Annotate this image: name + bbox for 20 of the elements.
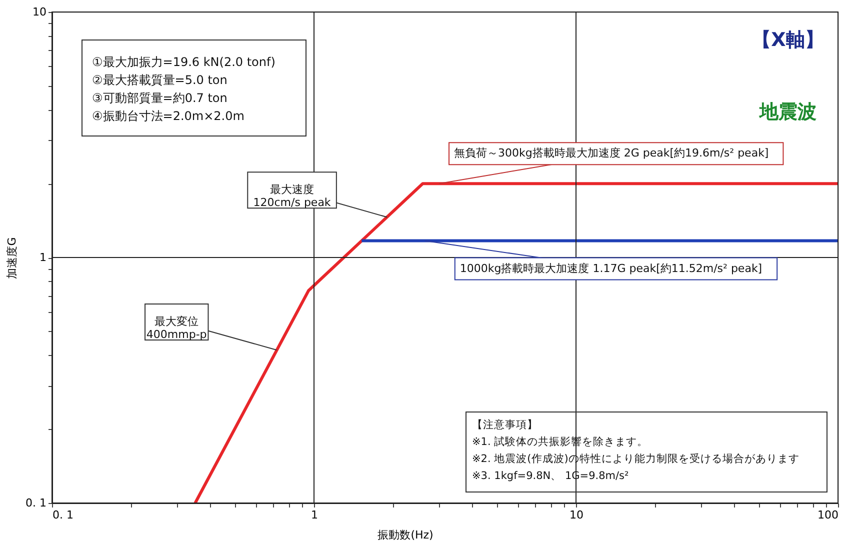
annotation: 最大変位 400mmp-p xyxy=(146,314,207,341)
x-axis-title: 振動数(Hz) xyxy=(378,528,434,542)
y-tick-label: 10 xyxy=(32,6,46,18)
text: 【X軸】 xyxy=(752,29,824,51)
annotation: ④振動台寸法=2.0m×2.0m xyxy=(92,109,244,123)
text: 地震波 xyxy=(758,101,816,123)
x-tick-label: 100 xyxy=(818,508,838,522)
annotation: ①最大加振力=19.6 kN(2.0 tonf) xyxy=(92,55,276,69)
y-tick-label: 0. 1 xyxy=(26,496,46,510)
x-tick-label: 10 xyxy=(570,508,584,522)
y-tick-label: 1 xyxy=(40,251,46,264)
annotation: 無負荷～300kg搭載時最大加速度 2G peak[約19.6m/s² peak] xyxy=(454,146,769,160)
x-tick-label: 1 xyxy=(311,508,318,522)
annotation: ③可動部質量=約0.7 ton xyxy=(92,91,228,105)
y-axis-title: 加速度G xyxy=(6,237,19,279)
annotation: 最大速度 120cm/s peak xyxy=(253,183,332,210)
x-tick-label: 0. 1 xyxy=(52,508,74,522)
annotation: ②最大搭載質量=5.0 ton xyxy=(92,73,228,87)
annotation: 1000kg搭載時最大加速度 1.17G peak[約11.52m/s² peak] xyxy=(460,262,762,275)
annotation: 【注意事項】 xyxy=(472,418,538,431)
